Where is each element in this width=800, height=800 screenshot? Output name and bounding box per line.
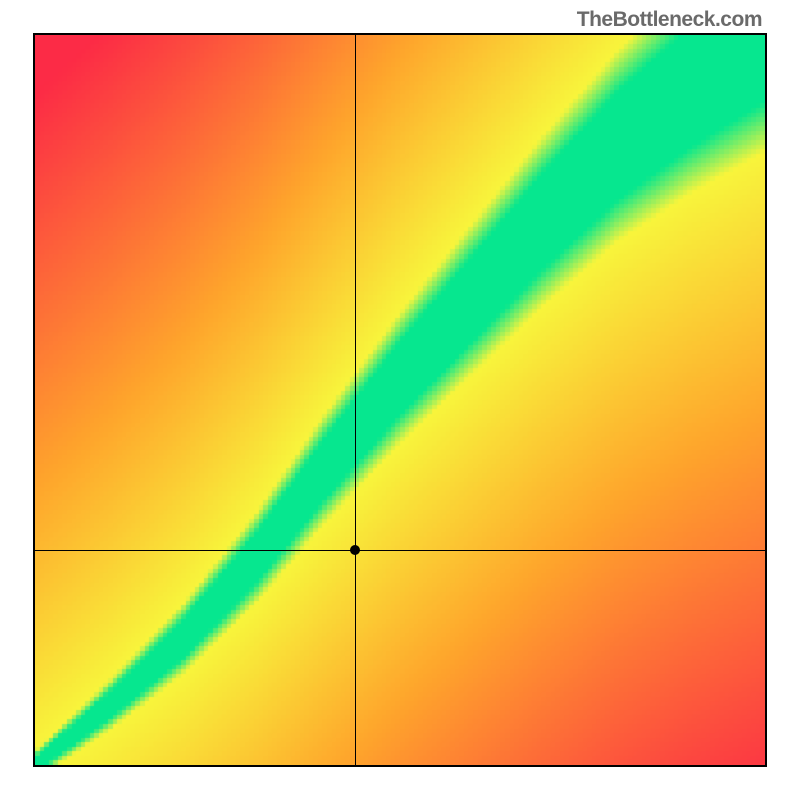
heatmap-area	[35, 35, 765, 765]
chart-container: TheBottleneck.com	[0, 0, 800, 800]
heatmap-canvas	[35, 35, 765, 765]
crosshair-horizontal	[35, 550, 765, 551]
crosshair-vertical	[355, 35, 356, 765]
attribution-label: TheBottleneck.com	[577, 8, 762, 32]
plot-border-bottom	[33, 765, 767, 767]
data-point-marker	[350, 545, 360, 555]
plot-border-right	[765, 33, 767, 767]
